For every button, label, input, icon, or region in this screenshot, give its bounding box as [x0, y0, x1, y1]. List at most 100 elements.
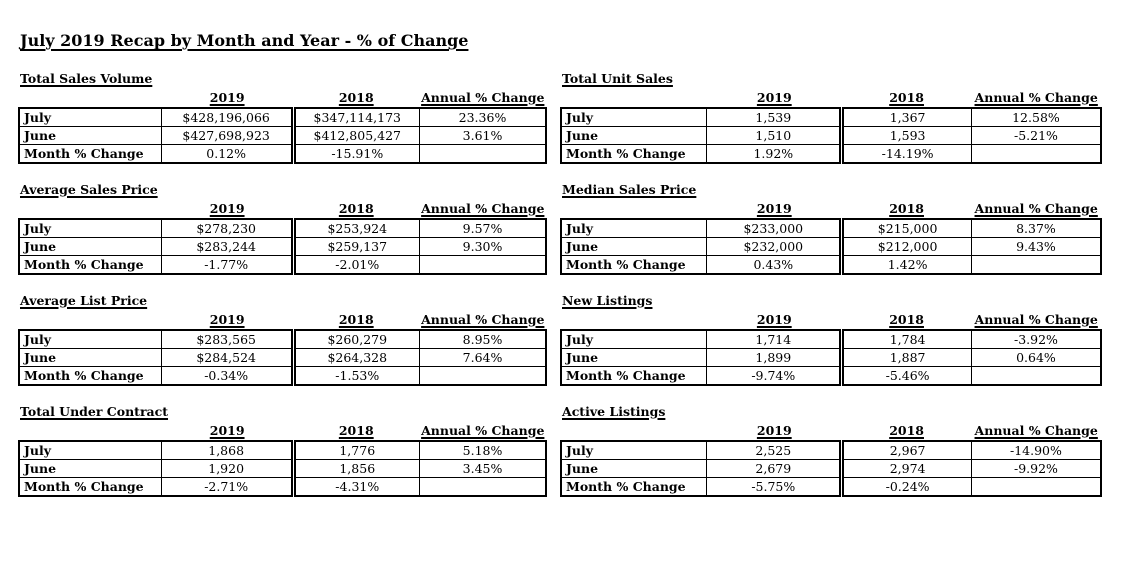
- section-title: Active Listings: [562, 404, 666, 419]
- value-cell-2019: $278,230: [160, 218, 294, 238]
- value-cell-2018: -5.46%: [839, 366, 972, 386]
- value-cell-2018: -2.01%: [290, 255, 421, 275]
- column-header-2018: 2018: [338, 312, 374, 327]
- metric-section: New Listings 2019 2018 Annual % Change J…: [560, 293, 1102, 386]
- column-header-2019: 2019: [209, 201, 245, 216]
- value-cell-2019: -9.74%: [706, 366, 843, 386]
- column-header-2019: 2019: [756, 312, 792, 327]
- column-header-row: 2019 2018 Annual % Change: [19, 422, 546, 441]
- section-title: Average Sales Price: [20, 182, 158, 197]
- table-row-month-pct-change: Month % Change -5.75% -0.24%: [560, 477, 1102, 497]
- value-cell-2018: 1,887: [839, 348, 972, 367]
- table-row-june: June 1,920 1,856 3.45%: [18, 459, 547, 478]
- column-header-blank: [561, 311, 707, 330]
- row-label-cell: Month % Change: [560, 366, 708, 386]
- value-cell-2018: $253,924: [290, 218, 421, 238]
- value-cell-2018: $260,279: [290, 329, 421, 349]
- row-label-cell: Month % Change: [560, 477, 708, 497]
- row-label-cell: June: [18, 237, 162, 256]
- value-cell-2018: 2,967: [839, 440, 972, 460]
- value-cell-annual-change: [970, 366, 1102, 386]
- value-cell-2019: 1,714: [706, 329, 843, 349]
- column-header-row: 2019 2018 Annual % Change: [561, 89, 1101, 108]
- value-cell-2019: $284,524: [160, 348, 294, 367]
- column-header-2018: 2018: [889, 312, 924, 327]
- column-header-blank: [561, 200, 707, 219]
- table-row-july: July 1,714 1,784 -3.92%: [560, 329, 1102, 349]
- column-header-annual-change: Annual % Change: [974, 312, 1098, 327]
- table-row-month-pct-change: Month % Change -0.34% -1.53%: [18, 366, 547, 386]
- column-header-2019: 2019: [209, 312, 245, 327]
- table-row-june: June $284,524 $264,328 7.64%: [18, 348, 547, 367]
- row-label-cell: July: [560, 218, 708, 238]
- row-label-cell: June: [560, 459, 708, 478]
- row-label-cell: July: [18, 329, 162, 349]
- value-cell-annual-change: 3.45%: [419, 459, 547, 478]
- column-header-annual-change: Annual % Change: [974, 423, 1098, 438]
- value-cell-2018: -14.19%: [839, 144, 972, 164]
- table-row-june: June $283,244 $259,137 9.30%: [18, 237, 547, 256]
- value-cell-2019: -0.34%: [160, 366, 294, 386]
- column-header-blank: [19, 200, 161, 219]
- column-header-annual-change: Annual % Change: [974, 90, 1098, 105]
- table-row-july: July $233,000 $215,000 8.37%: [560, 218, 1102, 238]
- column-header-2018: 2018: [338, 423, 374, 438]
- value-cell-2019: 1,539: [706, 107, 843, 127]
- metric-section: Active Listings 2019 2018 Annual % Chang…: [560, 404, 1102, 497]
- value-cell-2019: -2.71%: [160, 477, 294, 497]
- metric-section: Average List Price 2019 2018 Annual % Ch…: [18, 293, 547, 386]
- table-row-july: July $283,565 $260,279 8.95%: [18, 329, 547, 349]
- value-cell-2019: 1,920: [160, 459, 294, 478]
- sections-grid: Total Sales Volume 2019 2018 Annual % Ch…: [18, 71, 1127, 497]
- page-title: July 2019 Recap by Month and Year - % of…: [20, 31, 469, 50]
- metric-table: 2019 2018 Annual % Change July 1,539 1,3…: [560, 89, 1102, 164]
- row-label-cell: July: [18, 218, 162, 238]
- column-header-2019: 2019: [756, 201, 792, 216]
- value-cell-2019: -5.75%: [706, 477, 843, 497]
- row-label-cell: Month % Change: [560, 255, 708, 275]
- column-header-2019: 2019: [756, 90, 792, 105]
- column-header-row: 2019 2018 Annual % Change: [561, 311, 1101, 330]
- row-label-cell: Month % Change: [18, 144, 162, 164]
- value-cell-annual-change: 12.58%: [970, 107, 1102, 127]
- value-cell-annual-change: -3.92%: [970, 329, 1102, 349]
- row-label-cell: Month % Change: [18, 255, 162, 275]
- row-label-cell: June: [560, 126, 708, 145]
- metric-section: Average Sales Price 2019 2018 Annual % C…: [18, 182, 547, 275]
- section-title: Median Sales Price: [562, 182, 697, 197]
- section-title: Average List Price: [20, 293, 148, 308]
- column-header-blank: [561, 422, 707, 441]
- value-cell-2018: $215,000: [839, 218, 972, 238]
- value-cell-annual-change: -14.90%: [970, 440, 1102, 460]
- column-header-annual-change: Annual % Change: [421, 201, 545, 216]
- value-cell-2018: $212,000: [839, 237, 972, 256]
- table-row-july: July 2,525 2,967 -14.90%: [560, 440, 1102, 460]
- table-row-june: June 1,899 1,887 0.64%: [560, 348, 1102, 367]
- row-label-cell: Month % Change: [18, 366, 162, 386]
- value-cell-2018: -1.53%: [290, 366, 421, 386]
- value-cell-annual-change: [419, 366, 547, 386]
- value-cell-annual-change: 7.64%: [419, 348, 547, 367]
- column-header-annual-change: Annual % Change: [421, 90, 545, 105]
- row-label-cell: July: [560, 440, 708, 460]
- table-row-month-pct-change: Month % Change -1.77% -2.01%: [18, 255, 547, 275]
- row-label-cell: July: [18, 440, 162, 460]
- column-header-2019: 2019: [209, 423, 245, 438]
- column-header-row: 2019 2018 Annual % Change: [19, 200, 546, 219]
- column-header-blank: [19, 89, 161, 108]
- value-cell-2019: $232,000: [706, 237, 843, 256]
- metric-section: Median Sales Price 2019 2018 Annual % Ch…: [560, 182, 1102, 275]
- value-cell-2018: 1.42%: [839, 255, 972, 275]
- metric-section: Total Sales Volume 2019 2018 Annual % Ch…: [18, 71, 547, 164]
- value-cell-annual-change: [970, 144, 1102, 164]
- table-row-july: July $428,196,066 $347,114,173 23.36%: [18, 107, 547, 127]
- value-cell-2018: 1,856: [290, 459, 421, 478]
- value-cell-annual-change: 3.61%: [419, 126, 547, 145]
- column-header-2018: 2018: [889, 90, 924, 105]
- value-cell-2018: 1,784: [839, 329, 972, 349]
- metric-section: Total Unit Sales 2019 2018 Annual % Chan…: [560, 71, 1102, 164]
- section-title: New Listings: [562, 293, 653, 308]
- table-row-month-pct-change: Month % Change 0.43% 1.42%: [560, 255, 1102, 275]
- column-header-blank: [19, 422, 161, 441]
